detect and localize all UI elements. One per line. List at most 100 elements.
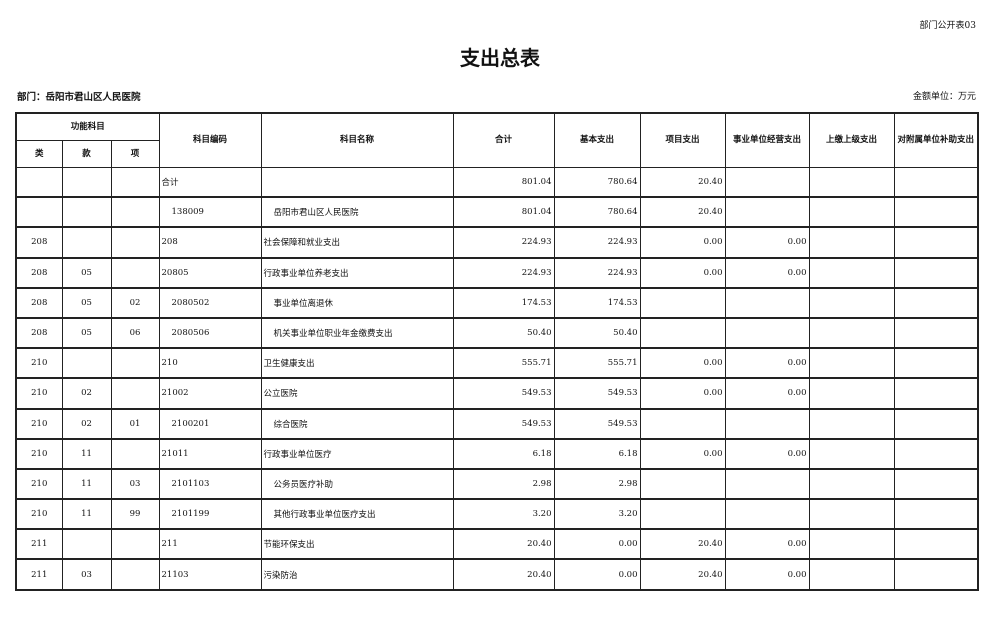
cell-project xyxy=(639,498,726,531)
cell-upper xyxy=(808,377,895,410)
cell-kuan: 03 xyxy=(61,558,112,591)
cell-business: 0.00 xyxy=(724,528,810,561)
cell-kuan: 11 xyxy=(61,438,112,470)
cell-xiang xyxy=(110,167,160,199)
cell-project xyxy=(639,468,726,501)
cell-name: 社会保障和就业支出 xyxy=(260,226,454,259)
cell-total: 549.53 xyxy=(452,407,555,440)
department-label: 部门：岳阳市君山区人民医院 xyxy=(17,92,141,103)
table-row: 208 05 06 2080506 机关事业单位职业年金缴费支出 50.40 50.40 xyxy=(15,317,979,350)
cell-project: 0.00 xyxy=(639,347,726,380)
cell-project xyxy=(639,287,726,319)
cell-basic: 0.00 xyxy=(553,558,641,591)
cell-kuan: 05 xyxy=(61,287,112,319)
cell-xiang xyxy=(110,347,160,380)
table-row: 208 208 社会保障和就业支出 224.93 224.93 0.00 0.00 xyxy=(15,226,979,259)
cell-upper xyxy=(808,287,895,319)
cell-kuan xyxy=(61,167,112,199)
cell-project: 20.40 xyxy=(639,167,726,199)
cell-upper xyxy=(808,498,895,531)
cell-name: 公务员医疗补助 xyxy=(260,468,454,501)
cell-business: 0.00 xyxy=(724,377,810,410)
cell-basic: 50.40 xyxy=(553,317,641,350)
unit-label: 金额单位：万元 xyxy=(912,92,976,102)
cell-xiang xyxy=(110,196,160,229)
table-row: 合计 801.04 780.64 20.40 xyxy=(15,167,979,199)
cell-lei: 210 xyxy=(15,377,63,410)
cell-xiang: 01 xyxy=(110,407,160,440)
cell-total: 3.20 xyxy=(452,498,555,531)
form-number: 部门公开表03 xyxy=(919,21,976,31)
header-business: 事业单位经营支出 xyxy=(724,112,810,168)
cell-name: 污染防治 xyxy=(260,558,454,591)
cell-lei: 210 xyxy=(15,468,63,501)
table-row: 210 11 21011 行政事业单位医疗 6.18 6.18 0.00 0.00 xyxy=(15,438,979,470)
cell-code: 2100201 xyxy=(158,407,262,440)
cell-project: 20.40 xyxy=(639,196,726,229)
cell-project: 0.00 xyxy=(639,377,726,410)
cell-lei: 210 xyxy=(15,407,63,440)
cell-code: 210 xyxy=(158,347,262,380)
cell-total: 50.40 xyxy=(452,317,555,350)
cell-business: 0.00 xyxy=(724,347,810,380)
cell-total: 6.18 xyxy=(452,438,555,470)
cell-name: 卫生健康支出 xyxy=(260,347,454,380)
expenditure-table: 功能科目 科目编码 科目名称 合计 基本支出 项目支出 事业单位经营支出 上缴上… xyxy=(15,112,979,591)
cell-business: 0.00 xyxy=(724,438,810,470)
cell-basic: 174.53 xyxy=(553,287,641,319)
table-row: 210 11 99 2101199 其他行政事业单位医疗支出 3.20 3.20 xyxy=(15,498,979,531)
cell-xiang: 02 xyxy=(110,287,160,319)
cell-upper xyxy=(808,167,895,199)
table-row: 208 05 20805 行政事业单位养老支出 224.93 224.93 0.00 0.00 xyxy=(15,257,979,289)
cell-code: 21002 xyxy=(158,377,262,410)
cell-subsidy xyxy=(893,257,979,289)
header-code: 科目编码 xyxy=(158,112,262,168)
cell-total: 224.93 xyxy=(452,226,555,259)
cell-subsidy xyxy=(893,167,979,199)
cell-name: 行政事业单位养老支出 xyxy=(260,257,454,289)
table-row: 210 210 卫生健康支出 555.71 555.71 0.00 0.00 xyxy=(15,347,979,380)
cell-upper xyxy=(808,257,895,289)
cell-total: 224.93 xyxy=(452,257,555,289)
cell-name: 节能环保支出 xyxy=(260,528,454,561)
cell-business: 0.00 xyxy=(724,257,810,289)
cell-subsidy xyxy=(893,347,979,380)
cell-total: 801.04 xyxy=(452,196,555,229)
cell-lei: 208 xyxy=(15,317,63,350)
cell-code: 21011 xyxy=(158,438,262,470)
cell-business xyxy=(724,317,810,350)
cell-subsidy xyxy=(893,287,979,319)
cell-name: 公立医院 xyxy=(260,377,454,410)
cell-basic: 3.20 xyxy=(553,498,641,531)
cell-name: 综合医院 xyxy=(260,407,454,440)
table-row: 211 03 21103 污染防治 20.40 0.00 20.40 0.00 xyxy=(15,558,979,591)
cell-xiang: 06 xyxy=(110,317,160,350)
cell-name: 行政事业单位医疗 xyxy=(260,438,454,470)
cell-subsidy xyxy=(893,468,979,501)
cell-kuan: 11 xyxy=(61,498,112,531)
cell-basic: 2.98 xyxy=(553,468,641,501)
cell-subsidy xyxy=(893,317,979,350)
cell-basic: 549.53 xyxy=(553,407,641,440)
cell-lei: 210 xyxy=(15,347,63,380)
header-xiang: 项 xyxy=(110,140,160,168)
header-total: 合计 xyxy=(452,112,555,168)
cell-xiang xyxy=(110,438,160,470)
cell-kuan xyxy=(61,226,112,259)
cell-kuan: 05 xyxy=(61,317,112,350)
cell-upper xyxy=(808,468,895,501)
header-lei: 类 xyxy=(15,140,63,168)
cell-xiang: 99 xyxy=(110,498,160,531)
table-row: 208 05 02 2080502 事业单位离退休 174.53 174.53 xyxy=(15,287,979,319)
cell-code: 138009 xyxy=(158,196,262,229)
cell-code: 2080506 xyxy=(158,317,262,350)
cell-code: 211 xyxy=(158,528,262,561)
cell-business: 0.00 xyxy=(724,558,810,591)
cell-kuan: 02 xyxy=(61,377,112,410)
cell-project: 20.40 xyxy=(639,558,726,591)
cell-basic: 549.53 xyxy=(553,377,641,410)
cell-kuan xyxy=(61,347,112,380)
cell-basic: 224.93 xyxy=(553,257,641,289)
cell-kuan: 05 xyxy=(61,257,112,289)
cell-code: 2101199 xyxy=(158,498,262,531)
